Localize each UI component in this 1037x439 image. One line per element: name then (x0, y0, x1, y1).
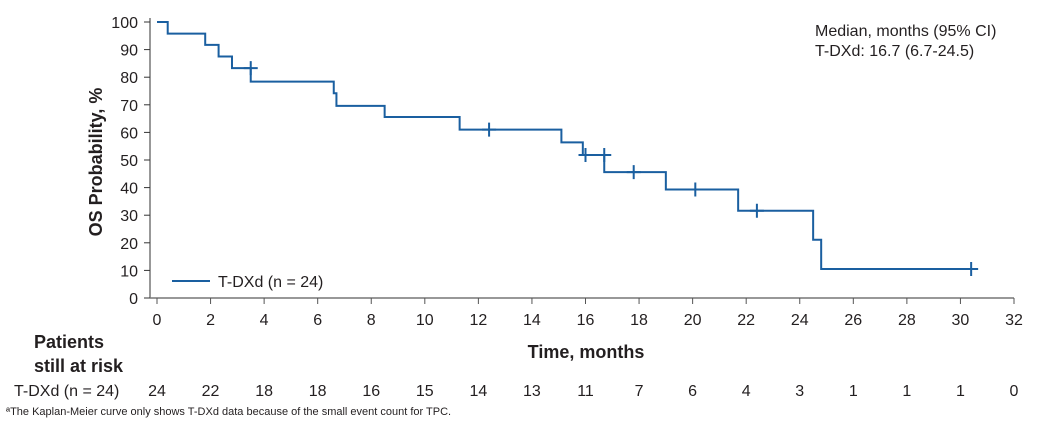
risk-value: 1 (956, 383, 965, 400)
risk-value: 14 (469, 383, 487, 400)
risk-title-1: Patients (34, 332, 104, 352)
risk-value: 18 (309, 383, 327, 400)
risk-values: 24 22 18 18 16 15 14 13 11 7 6 4 3 1 1 1 0 (148, 383, 1018, 400)
y-axis-label: OS Probability, % (86, 88, 106, 237)
x-tick-label: 6 (313, 312, 322, 329)
risk-value: 15 (416, 383, 434, 400)
censor-mark (964, 262, 979, 277)
y-tick-label: 20 (120, 236, 138, 253)
risk-value: 1 (902, 383, 911, 400)
censor-mark (749, 203, 764, 218)
risk-value: 1 (849, 383, 858, 400)
x-tick-label: 26 (844, 312, 862, 329)
survival-step-line (157, 21, 977, 271)
risk-value: 16 (362, 383, 380, 400)
risk-value: 6 (688, 383, 697, 400)
x-tick-label: 16 (577, 312, 595, 329)
censor-mark (243, 61, 258, 76)
risk-value: 24 (148, 383, 166, 400)
y-tick-label: 70 (120, 98, 138, 115)
median-annotation-value: T-DXd: 16.7 (6.7-24.5) (815, 43, 974, 60)
x-tick-label: 32 (1005, 312, 1023, 329)
risk-value: 3 (795, 383, 804, 400)
risk-value: 13 (523, 383, 541, 400)
y-tick-label: 30 (120, 208, 138, 225)
x-tick-label: 10 (416, 312, 434, 329)
y-tick-label: 40 (120, 181, 138, 198)
x-tick-label: 0 (153, 312, 162, 329)
footnote: ªThe Kaplan-Meier curve only shows T-DXd… (6, 406, 451, 418)
censor-mark (578, 148, 593, 163)
risk-value: 4 (742, 383, 751, 400)
x-tick-label: 2 (206, 312, 215, 329)
risk-value: 0 (1010, 383, 1019, 400)
y-tick-label: 10 (120, 263, 138, 280)
x-tick-label: 22 (737, 312, 755, 329)
y-tick-label: 80 (120, 70, 138, 87)
risk-value: 22 (202, 383, 220, 400)
x-tick-label: 14 (523, 312, 541, 329)
legend-label: T-DXd (n = 24) (218, 274, 323, 291)
risk-value: 7 (635, 383, 644, 400)
x-tick-label: 28 (898, 312, 916, 329)
censor-mark (626, 165, 641, 180)
risk-value: 11 (577, 383, 594, 400)
y-tick-label: 60 (120, 125, 138, 142)
risk-value: 18 (255, 383, 273, 400)
y-tick-label: 90 (120, 43, 138, 60)
x-tick-label: 18 (630, 312, 648, 329)
x-tick-label: 4 (260, 312, 269, 329)
risk-title-2: still at risk (34, 356, 124, 376)
km-curve (157, 21, 979, 277)
risk-row-label: T-DXd (n = 24) (14, 383, 119, 400)
x-tick-label: 20 (684, 312, 702, 329)
y-tick-label: 0 (129, 291, 138, 308)
censor-mark (482, 122, 497, 137)
censor-mark (688, 182, 703, 197)
x-tick-label: 8 (367, 312, 376, 329)
median-annotation-title: Median, months (95% CI) (815, 23, 996, 40)
y-tick-label: 100 (111, 15, 138, 32)
y-tick-label: 50 (120, 153, 138, 170)
x-tick-label: 30 (952, 312, 970, 329)
x-tick-label: 12 (469, 312, 487, 329)
x-tick-label: 24 (791, 312, 809, 329)
x-axis-label: Time, months (528, 342, 645, 362)
censor-mark (597, 148, 612, 163)
